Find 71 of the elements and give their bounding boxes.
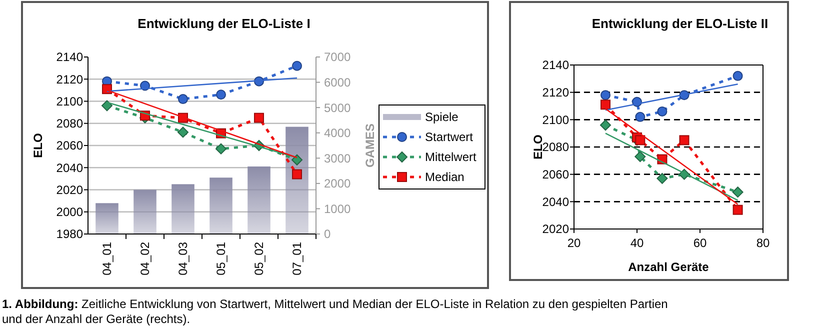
x-tick-label: 04_03 bbox=[176, 242, 190, 276]
y-tick-label: 2140 bbox=[542, 58, 570, 72]
point bbox=[102, 84, 112, 94]
point bbox=[178, 94, 188, 104]
x-tick-label: 40 bbox=[630, 236, 644, 250]
y-tick-label: 2040 bbox=[542, 194, 570, 209]
point bbox=[600, 120, 611, 131]
point bbox=[102, 100, 112, 112]
y-tick-label: 2120 bbox=[56, 72, 84, 86]
y-tick-label: 2100 bbox=[56, 94, 84, 108]
bar bbox=[134, 190, 156, 234]
point bbox=[600, 90, 610, 100]
x-tick-label: 80 bbox=[756, 236, 770, 250]
y-tick-label: 2100 bbox=[542, 112, 570, 127]
bar bbox=[286, 126, 308, 234]
point bbox=[292, 169, 302, 180]
bar bbox=[172, 184, 194, 234]
legend-label: Spiele bbox=[425, 110, 459, 124]
point bbox=[292, 154, 302, 166]
x-tick-label: 05_02 bbox=[252, 242, 266, 276]
bar bbox=[210, 178, 232, 234]
y-tick-label: 2060 bbox=[542, 168, 570, 182]
legend-label: Startwert bbox=[425, 130, 474, 144]
x-tick-label: 04_02 bbox=[138, 242, 152, 276]
y-tick-label: 2040 bbox=[56, 160, 84, 175]
point bbox=[635, 112, 646, 122]
y-tick-label: 2120 bbox=[542, 86, 570, 100]
y-tick-label: 2060 bbox=[56, 138, 84, 153]
x-tick-label: 05_01 bbox=[214, 242, 228, 276]
x-tick-label: 20 bbox=[567, 236, 581, 250]
y2-tick-label: 0 bbox=[324, 227, 331, 242]
point bbox=[656, 172, 668, 184]
y-tick-label: 1980 bbox=[56, 227, 84, 242]
y-tick-label: 2020 bbox=[56, 182, 84, 197]
legend-label: Median bbox=[425, 170, 464, 184]
point bbox=[732, 186, 744, 198]
y-tick-label: 2000 bbox=[56, 205, 84, 220]
y2-tick-label: 2000 bbox=[324, 176, 352, 191]
point bbox=[679, 135, 690, 146]
y-tick-label: 2140 bbox=[56, 50, 84, 64]
x-tick-label: 04_01 bbox=[100, 242, 114, 276]
point bbox=[178, 126, 188, 138]
bar bbox=[96, 203, 118, 234]
point bbox=[216, 90, 226, 100]
point bbox=[216, 143, 226, 154]
y2-tick-label: 4000 bbox=[324, 126, 352, 140]
point bbox=[634, 151, 646, 162]
y2-axis-title: GAMES bbox=[363, 123, 377, 168]
y2-tick-label: 6000 bbox=[324, 75, 352, 90]
legend-label: Mittelwert bbox=[425, 150, 478, 164]
point bbox=[292, 60, 302, 71]
y2-tick-label: 3000 bbox=[324, 151, 352, 166]
x-axis-title: Anzahl Geräte bbox=[628, 260, 710, 274]
y-tick-label: 2020 bbox=[542, 222, 570, 236]
y-axis-title: ELO bbox=[31, 133, 46, 158]
y2-tick-label: 1000 bbox=[324, 202, 352, 216]
point bbox=[657, 106, 668, 116]
point bbox=[254, 112, 264, 123]
text: 1. Abbildung: Zeitliche Entwicklung von Startwert, Mittelwert und Median der ELO-Liste in Relation zu den gespielten Partien und der Anzahl der Geräte (rechts). bbox=[2, 297, 668, 326]
y-tick-label: 2080 bbox=[56, 116, 84, 131]
y2-tick-label: 5000 bbox=[324, 100, 352, 115]
chart-title: Entwicklung der ELO-Liste I bbox=[138, 16, 310, 31]
point bbox=[600, 100, 610, 110]
point bbox=[732, 204, 743, 215]
x-tick-label: 07_01 bbox=[290, 242, 304, 276]
x-tick-label: 60 bbox=[693, 236, 707, 250]
point bbox=[635, 135, 646, 146]
y2-tick-label: 7000 bbox=[324, 50, 352, 64]
chart-title: Entwicklung der ELO-Liste II bbox=[592, 16, 768, 31]
point bbox=[732, 70, 743, 81]
bar bbox=[248, 166, 270, 234]
